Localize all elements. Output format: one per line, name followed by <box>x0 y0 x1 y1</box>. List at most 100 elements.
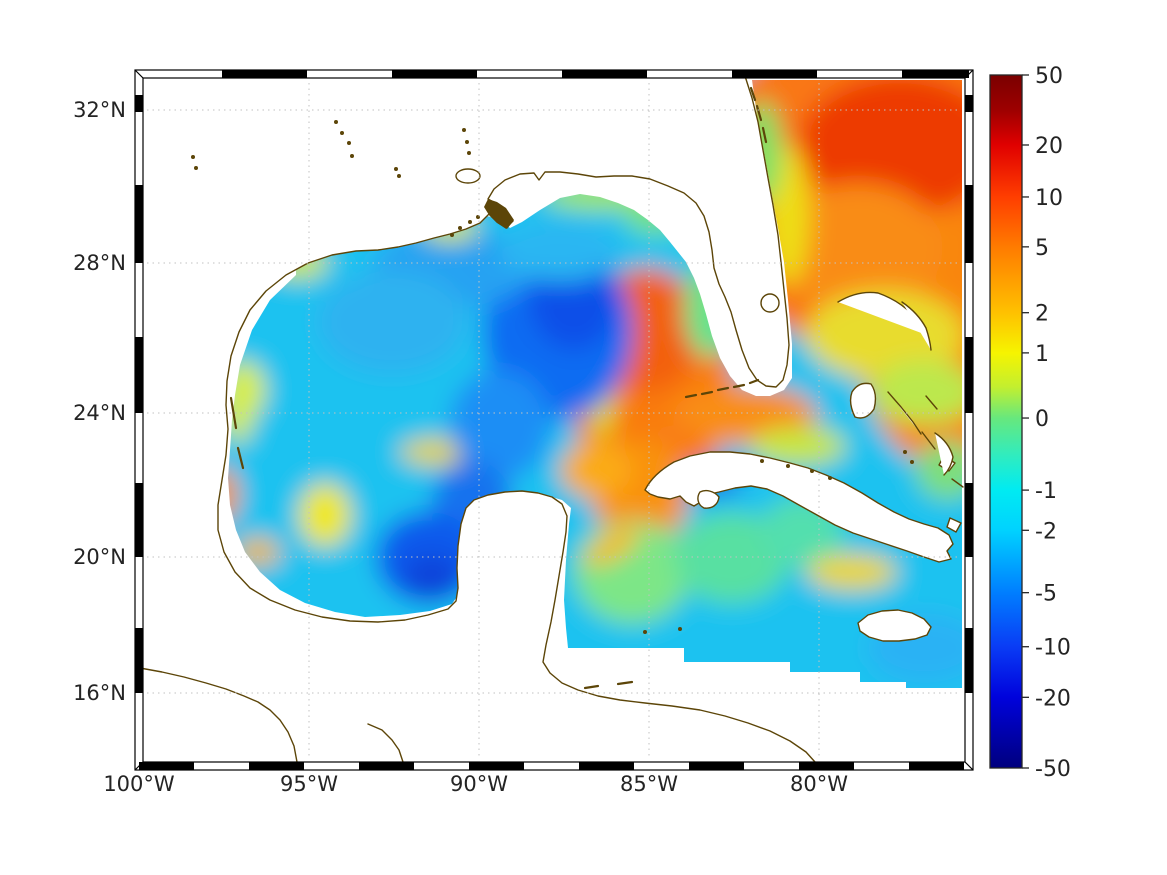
zebra-segment <box>579 762 634 770</box>
zebra-segment <box>135 628 143 693</box>
zebra-segment <box>222 70 307 78</box>
zebra-segment <box>909 762 964 770</box>
zebra-segment <box>135 337 143 413</box>
islet-speck <box>903 450 907 454</box>
field-blob <box>625 201 685 235</box>
zebra-segment <box>359 762 414 770</box>
zebra-segment <box>249 762 304 770</box>
small-island-outline <box>934 432 954 476</box>
zebra-segment <box>135 95 143 112</box>
land-layer <box>139 75 964 763</box>
colorbar-tick-label: -10 <box>1035 636 1071 661</box>
pacific-coastline <box>139 667 298 763</box>
field-blob <box>236 538 280 566</box>
islet-speck <box>498 214 502 218</box>
frame-corner-miters <box>134 69 974 771</box>
colorbar-tick-label: 50 <box>1035 64 1063 89</box>
field-blob <box>500 222 620 282</box>
small-island-outline <box>946 517 962 533</box>
colorbar-tick-label: 5 <box>1035 236 1049 261</box>
field-blob <box>870 360 962 424</box>
island-dash <box>732 383 746 389</box>
isle-of-youth-island <box>697 489 720 509</box>
map-frame <box>134 69 974 771</box>
islet-speck <box>828 476 832 480</box>
frame-inner-line <box>142 77 966 763</box>
islet-speck <box>191 155 195 159</box>
islet-speck <box>810 469 814 473</box>
small-island-outline <box>849 382 877 419</box>
zebra-segment <box>469 762 524 770</box>
field-blob <box>542 182 658 210</box>
colorbar-tick-label: 20 <box>1035 134 1063 159</box>
x-tick-label: 80°W <box>790 772 848 796</box>
islet-speck <box>462 128 466 132</box>
cuba-island <box>644 451 954 563</box>
zebra-segment <box>965 337 973 413</box>
island-dash <box>761 126 768 144</box>
x-tick-label: 95°W <box>280 772 338 796</box>
islet-speck <box>347 141 351 145</box>
y-tick-label: 16°N <box>73 681 126 705</box>
islet-speck <box>194 166 198 170</box>
field-blob <box>750 426 846 466</box>
colorbar-tick-label: -2 <box>1035 519 1057 544</box>
field-blob <box>807 554 897 590</box>
islet-speck <box>678 627 682 631</box>
small-island-outline <box>925 395 938 410</box>
longitude-axis: 100°W 95°W 90°W 85°W 80°W <box>103 772 848 796</box>
colorbar-tick-label: 2 <box>1035 302 1049 327</box>
islet-speck <box>394 167 398 171</box>
zebra-segment <box>965 628 973 693</box>
x-tick-label: 90°W <box>450 772 508 796</box>
colorbar-gradient <box>990 75 1022 768</box>
island-dash <box>583 684 600 690</box>
field-blob <box>583 526 641 566</box>
field-blob <box>299 483 351 547</box>
mississippi-delta <box>484 199 514 229</box>
coastal-specks <box>191 120 914 634</box>
islet-speck <box>334 120 338 124</box>
small-island-outline <box>901 301 932 351</box>
frame-white-band <box>135 70 973 770</box>
bahamas-and-small-islands <box>837 291 964 533</box>
colorbar-tick-label: 1 <box>1035 342 1049 367</box>
gulf-atlantic-coastline <box>217 75 816 763</box>
islet-speck <box>465 140 469 144</box>
north-america-landmass <box>140 76 815 762</box>
islet-speck <box>450 233 454 237</box>
zebra-segment <box>562 70 647 78</box>
island-dash <box>749 86 757 102</box>
zebra-segment <box>135 185 143 263</box>
small-island-outline <box>887 391 922 435</box>
field-blob <box>450 370 550 480</box>
island-dash <box>616 680 634 686</box>
island-dash <box>236 446 245 470</box>
zebra-segment <box>799 762 854 770</box>
islet-speck <box>397 174 401 178</box>
islet-speck <box>760 459 764 463</box>
field-blob <box>805 290 962 380</box>
colorbar-tick-label: 0 <box>1035 407 1049 432</box>
islet-speck <box>910 460 914 464</box>
colorbar-tick-label: -20 <box>1035 686 1071 711</box>
x-tick-label: 85°W <box>620 772 678 796</box>
islet-speck <box>340 131 344 135</box>
island-dash <box>700 390 714 396</box>
y-tick-label: 32°N <box>73 98 126 122</box>
colorbar-tick-label: -1 <box>1035 479 1057 504</box>
frame-zebra-segments <box>135 70 973 770</box>
barrier-islands-and-keys <box>229 86 768 690</box>
y-tick-label: 24°N <box>73 401 126 425</box>
islet-speck <box>468 220 472 224</box>
zebra-segment <box>732 70 817 78</box>
field-blob <box>773 183 943 313</box>
zebra-segment <box>902 70 969 78</box>
field-blob <box>560 442 632 498</box>
field-blob <box>404 554 460 602</box>
zebra-segment <box>965 185 973 263</box>
y-tick-label: 20°N <box>73 545 126 569</box>
islet-speck <box>467 151 471 155</box>
